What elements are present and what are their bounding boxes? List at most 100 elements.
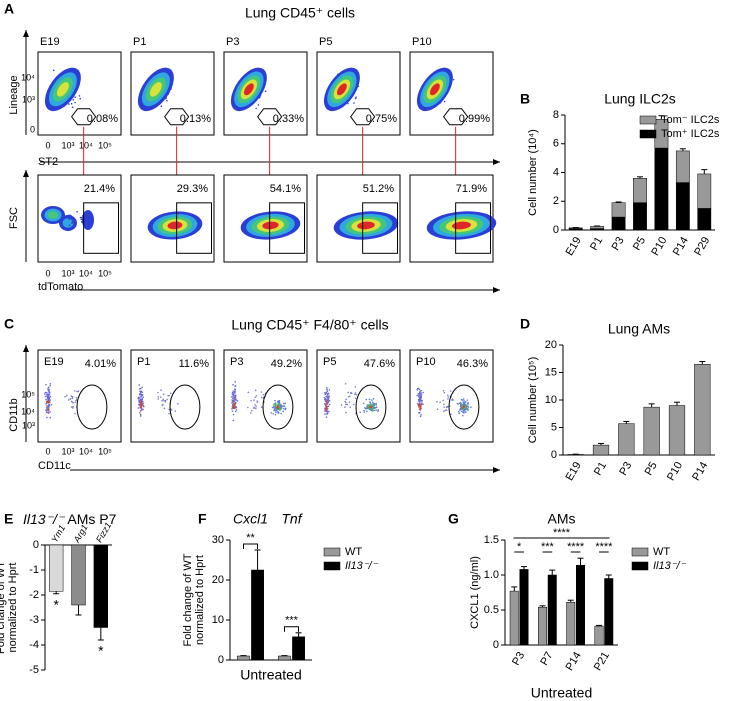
- x-tick-label: Tnf: [281, 511, 303, 527]
- event-dot: [45, 409, 47, 412]
- event-dot: [45, 391, 48, 394]
- density-contour: [47, 211, 59, 219]
- event-dot: [368, 406, 370, 408]
- event-dot: [442, 389, 445, 392]
- event-dot: [369, 402, 372, 405]
- gate-percent: 29.3%: [177, 183, 208, 195]
- event-dot: [280, 407, 282, 410]
- event-dot: [142, 408, 144, 411]
- title-gene: Il13⁻/⁻: [23, 511, 66, 527]
- x-tick-label: 0: [45, 446, 50, 456]
- bar-segment: [590, 226, 605, 229]
- event-dot: [444, 409, 446, 412]
- event-dot: [236, 400, 239, 402]
- gate-percent: 21.4%: [84, 183, 115, 195]
- significance: ****: [595, 541, 613, 553]
- event-dot: [327, 401, 329, 404]
- timepoint-label: P3: [230, 356, 243, 368]
- event-dot: [277, 403, 280, 405]
- x-tick-label: 10⁴: [79, 268, 93, 278]
- event-dot: [44, 393, 46, 395]
- y-tick-label: 1.5: [484, 534, 499, 546]
- event-dot: [422, 391, 424, 394]
- event-dot: [168, 408, 170, 411]
- bar: [237, 655, 250, 661]
- x-axis-label: tdTomato: [38, 281, 83, 293]
- timepoint-label: P5: [319, 36, 332, 48]
- event-dot: [49, 384, 52, 387]
- event-dot: [277, 400, 280, 402]
- bar: [668, 405, 686, 456]
- x-tick-label: 10⁴: [79, 140, 93, 150]
- event-dot: [69, 214, 72, 217]
- event-dot: [325, 410, 327, 412]
- density-contour: [357, 221, 375, 230]
- event-dot: [138, 397, 141, 399]
- event-dot: [235, 394, 237, 397]
- event-dot: [249, 412, 252, 414]
- y-tick-label: 0: [30, 124, 35, 134]
- event-dot: [274, 405, 277, 407]
- event-dot: [353, 403, 355, 406]
- event-dot: [354, 393, 356, 396]
- event-dot: [79, 216, 82, 219]
- event-dot: [443, 391, 446, 394]
- event-dot: [418, 395, 420, 398]
- event-dot: [345, 398, 347, 401]
- x-tick-label: P10: [665, 460, 685, 483]
- event-dot: [375, 402, 377, 405]
- x-axis-label: CD11c: [38, 460, 71, 472]
- event-dot: [369, 401, 371, 403]
- event-dot: [280, 406, 283, 409]
- legend-label: Tom⁻ ILC2s: [661, 114, 720, 126]
- y-tick-label: -1: [29, 564, 39, 576]
- event-dot: [48, 391, 50, 393]
- bar-segment: [611, 202, 626, 218]
- event-dot: [233, 405, 235, 408]
- gate-percent: 49.2%: [271, 358, 302, 370]
- event-dot: [324, 413, 326, 415]
- event-dot: [234, 385, 236, 388]
- x-tick-label: E19: [564, 460, 584, 483]
- x-tick-label: P5: [631, 235, 648, 253]
- x-tick-label: 0: [45, 140, 50, 150]
- event-dot: [363, 409, 365, 412]
- x-tick-label: E19: [564, 235, 584, 258]
- event-dot: [230, 396, 233, 398]
- gate: [269, 202, 306, 254]
- event-dot: [251, 409, 253, 412]
- event-dot: [459, 401, 462, 404]
- event-dot: [464, 411, 467, 414]
- bar-segment: [697, 173, 712, 209]
- event-dot: [436, 401, 438, 403]
- event-dot: [250, 399, 252, 402]
- event-dot: [326, 405, 329, 408]
- timepoint-label: P1: [133, 36, 146, 48]
- event-dot: [141, 408, 143, 410]
- event-dot: [139, 388, 141, 390]
- event-dot: [418, 406, 420, 408]
- event-dot: [234, 381, 236, 383]
- event-dot: [71, 106, 74, 109]
- event-dot: [67, 399, 70, 401]
- event-dot: [324, 407, 326, 409]
- legend-swatch: [639, 115, 657, 125]
- event-dot: [460, 398, 463, 401]
- x-tick-label: P3: [617, 460, 634, 478]
- bar-segment: [675, 182, 690, 231]
- event-dot: [353, 102, 355, 104]
- bar-segment: [633, 178, 647, 203]
- event-dot: [467, 409, 469, 411]
- bar: [538, 606, 547, 646]
- event-dot: [418, 408, 421, 410]
- event-dot: [256, 400, 259, 402]
- panel-letter: G: [448, 511, 459, 527]
- x-tick-label: P10: [649, 235, 669, 258]
- gate: [262, 384, 294, 430]
- event-dot: [232, 419, 235, 422]
- event-dot: [362, 402, 365, 405]
- event-dot: [422, 403, 424, 406]
- event-dot: [232, 383, 234, 386]
- event-dot: [374, 406, 377, 409]
- panel-letter: A: [4, 1, 14, 17]
